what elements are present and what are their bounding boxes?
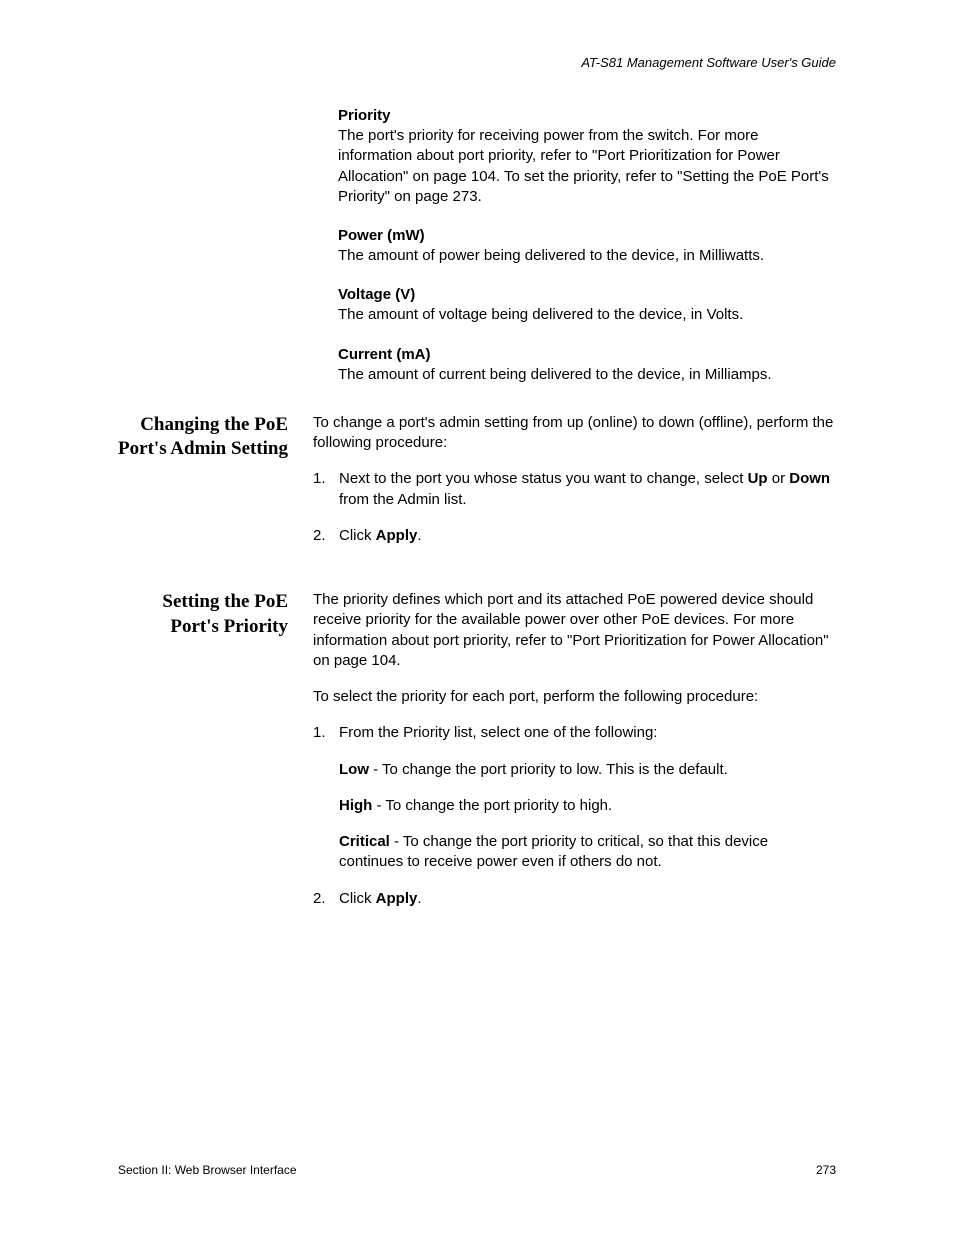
text: . [417, 890, 421, 907]
priority-step-1: 1. From the Priority list, select one of… [313, 723, 836, 743]
priority-option-critical: Critical - To change the port priority t… [339, 832, 836, 873]
definition-power-heading: Power (mW) [338, 227, 836, 244]
priority-intro2: To select the priority for each port, pe… [313, 687, 836, 707]
section-priority-heading: Setting the PoE Port's Priority [118, 590, 313, 925]
admin-intro: To change a port's admin setting from up… [313, 413, 836, 454]
definition-priority-body: The port's priority for receiving power … [338, 126, 836, 207]
section-admin-setting: Changing the PoE Port's Admin Setting To… [118, 413, 836, 562]
priority-step-2: 2. Click Apply. [313, 889, 836, 909]
section-priority-setting: Setting the PoE Port's Priority The prio… [118, 590, 836, 925]
section-admin-heading: Changing the PoE Port's Admin Setting [118, 413, 313, 562]
bold-down: Down [789, 470, 830, 487]
text: - To change the port priority to low. Th… [369, 761, 728, 778]
bold-apply: Apply [376, 527, 418, 544]
section-priority-body: The priority defines which port and its … [313, 590, 836, 925]
definition-power: Power (mW) The amount of power being del… [338, 227, 836, 266]
admin-step-2: 2. Click Apply. [313, 526, 836, 546]
footer-page-number: 273 [816, 1163, 836, 1177]
text: or [768, 470, 790, 487]
footer: Section II: Web Browser Interface 273 [118, 1163, 836, 1177]
definition-current-heading: Current (mA) [338, 346, 836, 363]
definition-voltage: Voltage (V) The amount of voltage being … [338, 286, 836, 325]
text: - To change the port priority to high. [372, 797, 612, 814]
text: Click [339, 890, 376, 907]
step-number: 1. [313, 469, 339, 510]
bold-low: Low [339, 761, 369, 778]
text: Click [339, 527, 376, 544]
text: Next to the port you whose status you wa… [339, 470, 748, 487]
section-admin-body: To change a port's admin setting from up… [313, 413, 836, 562]
bold-high: High [339, 797, 372, 814]
step-body: Next to the port you whose status you wa… [339, 469, 836, 510]
step-body: Click Apply. [339, 526, 836, 546]
definition-current-body: The amount of current being delivered to… [338, 365, 836, 385]
definition-priority: Priority The port's priority for receivi… [338, 107, 836, 207]
bold-apply: Apply [376, 890, 418, 907]
priority-intro: The priority defines which port and its … [313, 590, 836, 671]
step-number: 1. [313, 723, 339, 743]
priority-option-low: Low - To change the port priority to low… [339, 760, 836, 780]
text: . [417, 527, 421, 544]
step-number: 2. [313, 889, 339, 909]
definition-priority-heading: Priority [338, 107, 836, 124]
definition-voltage-heading: Voltage (V) [338, 286, 836, 303]
header-guide-title: AT-S81 Management Software User's Guide [581, 55, 836, 70]
bold-up: Up [748, 470, 768, 487]
footer-section-label: Section II: Web Browser Interface [118, 1163, 297, 1177]
priority-option-high: High - To change the port priority to hi… [339, 796, 836, 816]
step-number: 2. [313, 526, 339, 546]
definition-current: Current (mA) The amount of current being… [338, 346, 836, 385]
step-body: Click Apply. [339, 889, 836, 909]
step-body: From the Priority list, select one of th… [339, 723, 836, 743]
page-content: Priority The port's priority for receivi… [118, 107, 836, 925]
bold-critical: Critical [339, 833, 390, 850]
admin-step-1: 1. Next to the port you whose status you… [313, 469, 836, 510]
text: from the Admin list. [339, 491, 467, 508]
definition-power-body: The amount of power being delivered to t… [338, 246, 836, 266]
definition-voltage-body: The amount of voltage being delivered to… [338, 305, 836, 325]
text: - To change the port priority to critica… [339, 833, 768, 870]
